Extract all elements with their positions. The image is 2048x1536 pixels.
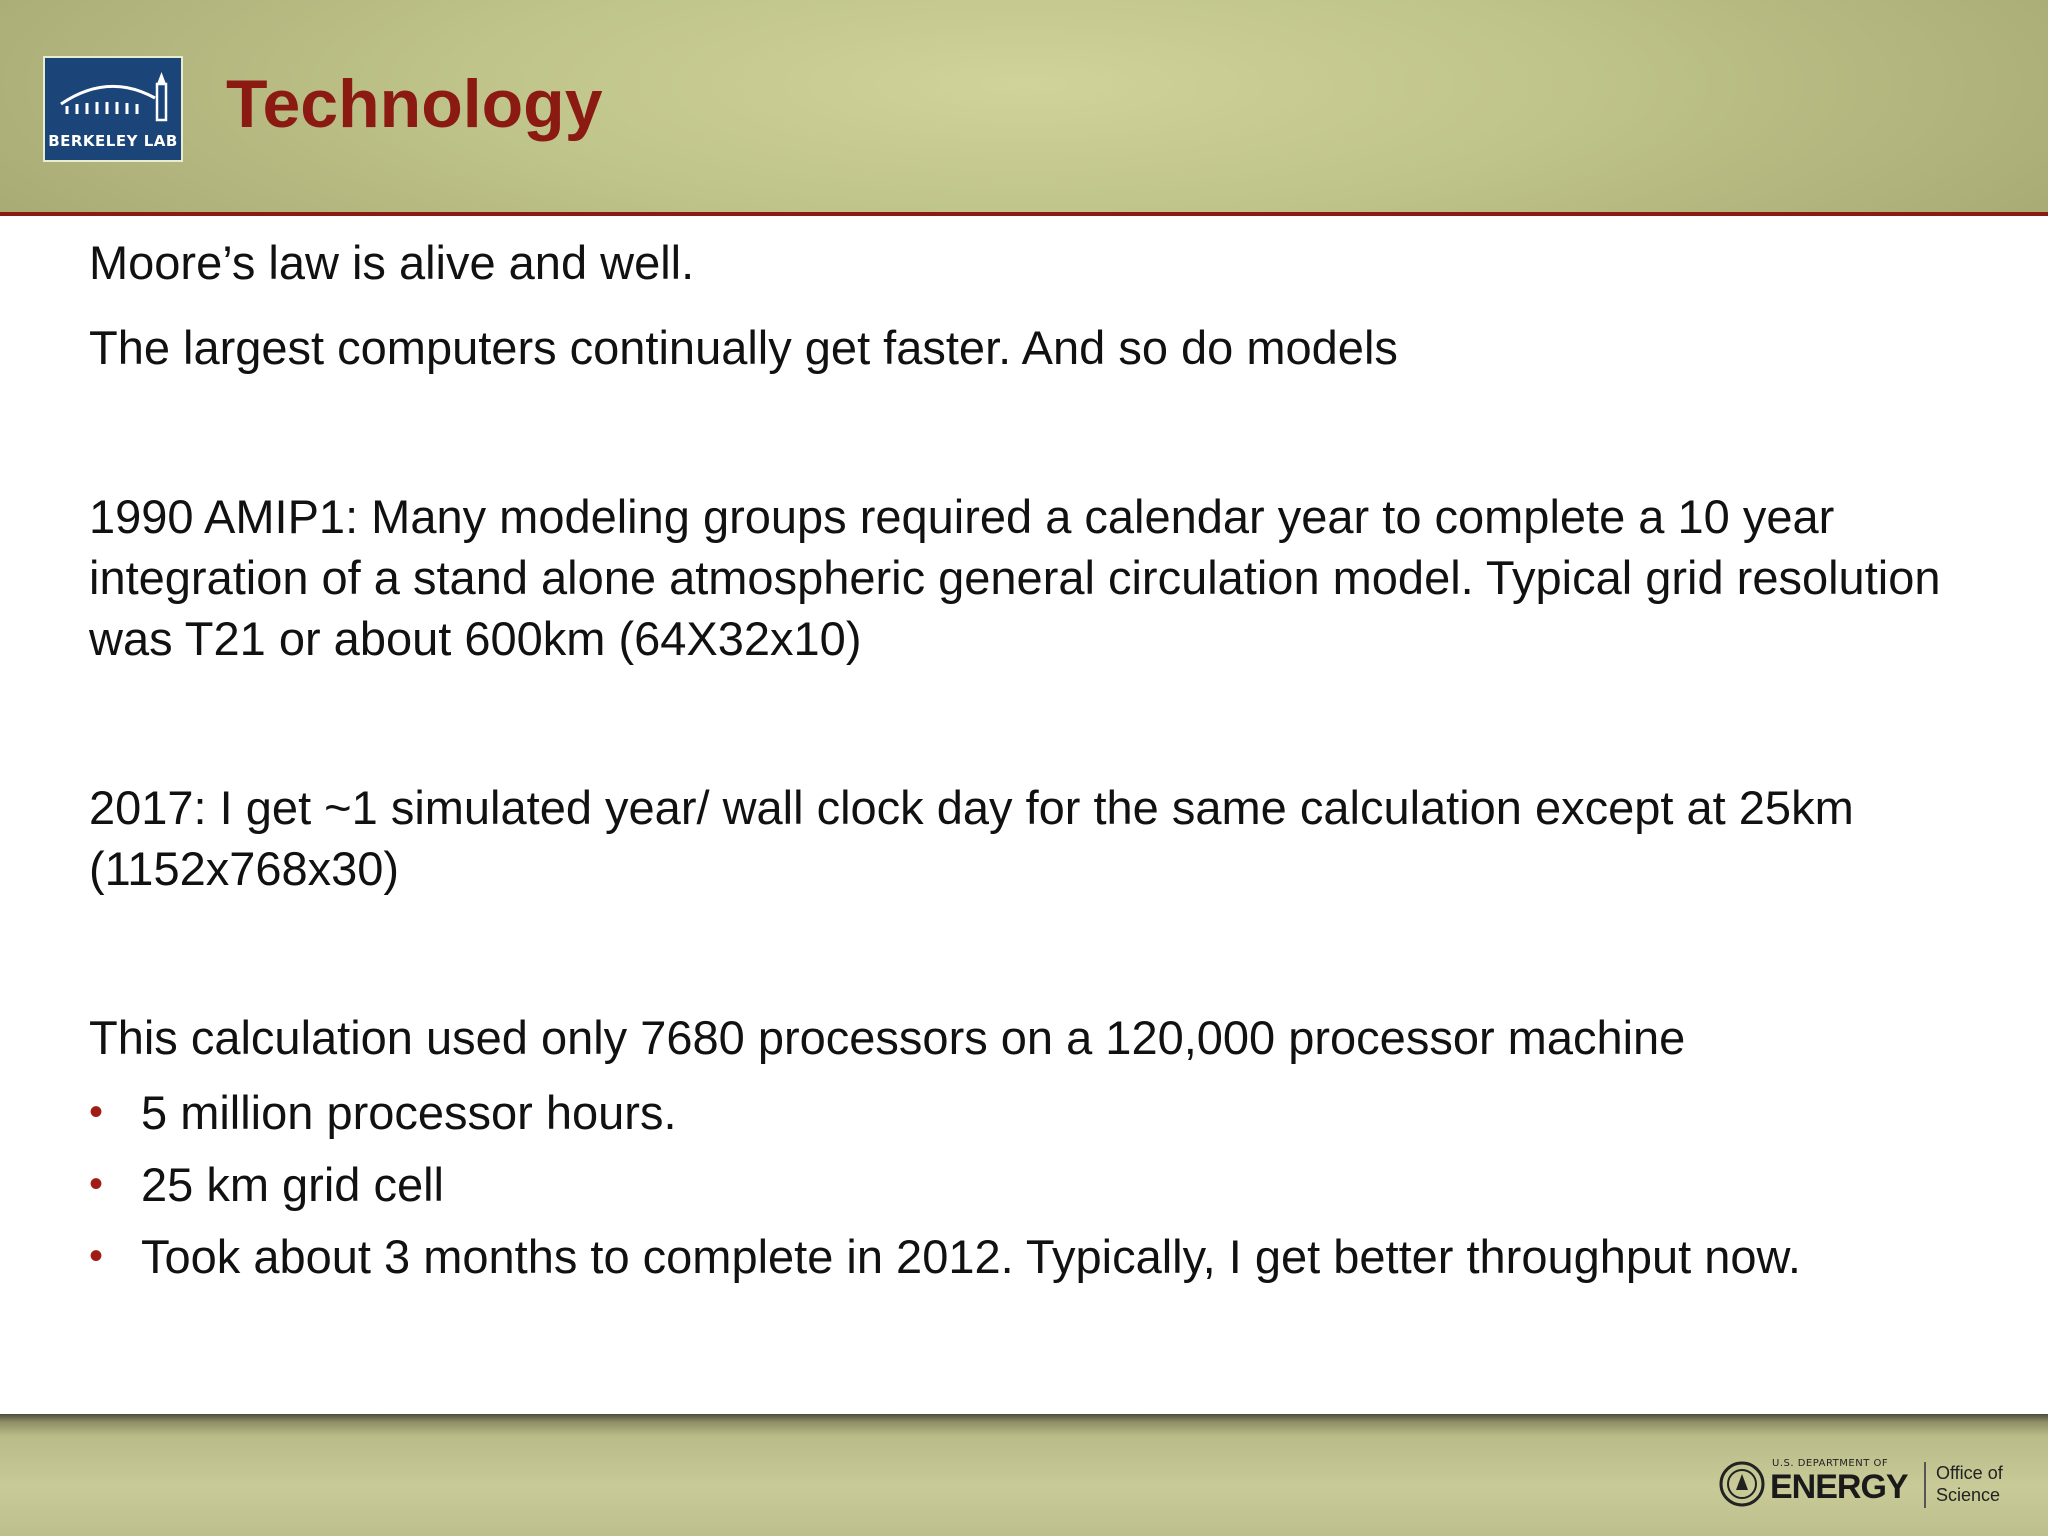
berkeley-lab-dome-icon: [60, 72, 168, 122]
calculation-intro: This calculation used only 7680 processo…: [89, 1011, 1686, 1064]
slide-header: [0, 0, 2048, 212]
computers-faster-line: The largest computers continually get fa…: [89, 321, 1398, 374]
bullet-item: 5 million processor hours.: [89, 1082, 1801, 1154]
year-2017-paragraph: 2017: I get ~1 simulated year/ wall cloc…: [89, 781, 1854, 895]
doe-department-label: U.S. DEPARTMENT OF: [1772, 1458, 1889, 1469]
bullet-item: 25 km grid cell: [89, 1154, 1801, 1226]
amip1-1990-paragraph: 1990 AMIP1: Many modeling groups require…: [89, 490, 1941, 665]
calculation-bullet-list: 5 million processor hours. 25 km grid ce…: [89, 1082, 1801, 1298]
berkeley-lab-logo: BERKELEY LAB: [43, 56, 183, 162]
slide-footer: [0, 1414, 2048, 1536]
header-divider: [0, 212, 2048, 216]
science-line: Science: [1936, 1485, 2001, 1505]
doe-seal-icon: [1719, 1461, 1765, 1507]
office-line: Office of: [1936, 1463, 2003, 1483]
doe-office-of-science-logo: U.S. DEPARTMENT OF ENERGY Office of Scie…: [1718, 1456, 2018, 1516]
moores-law-line: Moore’s law is alive and well.: [89, 236, 695, 289]
doe-energy-label: ENERGY: [1770, 1468, 1909, 1506]
slide-title: Technology: [226, 66, 603, 142]
logo-text: BERKELEY LAB: [48, 132, 178, 150]
bullet-item: Took about 3 months to complete in 2012.…: [89, 1226, 1801, 1298]
doe-office-label: Office of Science: [1936, 1462, 2003, 1506]
doe-divider: [1924, 1462, 1926, 1508]
